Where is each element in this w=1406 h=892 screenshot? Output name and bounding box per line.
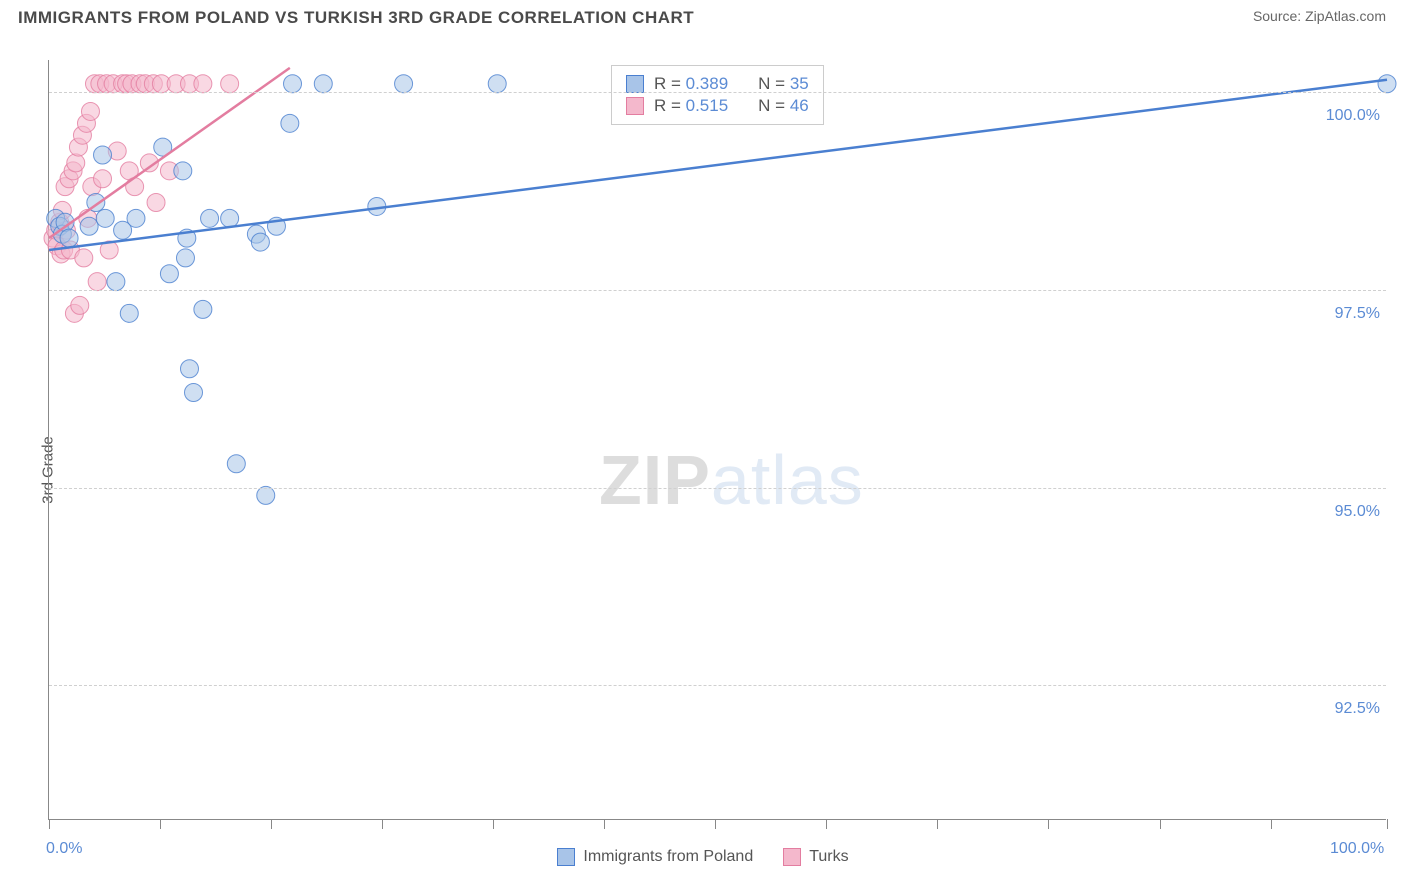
legend-swatch xyxy=(783,848,801,866)
scatter-point xyxy=(107,273,125,291)
x-tick xyxy=(271,819,272,829)
x-tick xyxy=(826,819,827,829)
scatter-point xyxy=(160,265,178,283)
chart-container: 3rd Grade ZIPatlas R = 0.389N = 35R = 0.… xyxy=(0,48,1406,892)
scatter-point xyxy=(488,75,506,93)
x-tick xyxy=(1387,819,1388,829)
scatter-point xyxy=(194,300,212,318)
source-label: Source: ZipAtlas.com xyxy=(1253,8,1386,24)
correlation-legend: R = 0.389N = 35R = 0.515N = 46 xyxy=(611,65,824,125)
scatter-point xyxy=(221,209,239,227)
legend-n-label: N = 46 xyxy=(758,96,809,116)
scatter-point xyxy=(1378,75,1396,93)
scatter-point xyxy=(281,114,299,132)
gridline xyxy=(49,488,1386,489)
gridline xyxy=(49,685,1386,686)
legend-label: Turks xyxy=(809,848,848,866)
gridline xyxy=(49,92,1386,93)
y-tick-label: 95.0% xyxy=(1335,503,1380,521)
x-tick xyxy=(1271,819,1272,829)
scatter-point xyxy=(94,170,112,188)
legend-row: R = 0.515 N = 46 xyxy=(626,96,809,116)
scatter-point xyxy=(60,229,78,247)
y-tick-label: 92.5% xyxy=(1335,700,1380,718)
scatter-point xyxy=(96,209,114,227)
scatter-point xyxy=(147,194,165,212)
scatter-point xyxy=(180,360,198,378)
scatter-point xyxy=(126,178,144,196)
legend-swatch xyxy=(626,97,644,115)
x-tick xyxy=(160,819,161,829)
scatter-point xyxy=(251,233,269,251)
x-tick-end: 100.0% xyxy=(1330,840,1384,858)
scatter-point xyxy=(176,249,194,267)
x-tick xyxy=(604,819,605,829)
scatter-point xyxy=(221,75,239,93)
scatter-point xyxy=(67,154,85,172)
chart-title: IMMIGRANTS FROM POLAND VS TURKISH 3RD GR… xyxy=(18,8,694,28)
scatter-point xyxy=(314,75,332,93)
legend-swatch xyxy=(557,848,575,866)
scatter-point xyxy=(88,273,106,291)
x-tick xyxy=(1048,819,1049,829)
x-tick xyxy=(937,819,938,829)
scatter-point xyxy=(174,162,192,180)
x-tick xyxy=(49,819,50,829)
scatter-point xyxy=(257,486,275,504)
bottom-legend-item: Immigrants from Poland xyxy=(557,848,753,866)
scatter-point xyxy=(127,209,145,227)
scatter-point xyxy=(284,75,302,93)
scatter-point xyxy=(94,146,112,164)
bottom-legend-item: Turks xyxy=(783,848,848,866)
scatter-point xyxy=(71,296,89,314)
scatter-point xyxy=(81,102,99,120)
x-tick xyxy=(382,819,383,829)
scatter-point xyxy=(227,455,245,473)
scatter-point xyxy=(120,304,138,322)
scatter-point xyxy=(395,75,413,93)
scatter-point xyxy=(185,384,203,402)
legend-r-label: R = 0.515 xyxy=(654,96,728,116)
x-tick xyxy=(715,819,716,829)
gridline xyxy=(49,290,1386,291)
scatter-point xyxy=(194,75,212,93)
scatter-point xyxy=(201,209,219,227)
plot-area: ZIPatlas R = 0.389N = 35R = 0.515N = 46 … xyxy=(48,60,1386,820)
legend-label: Immigrants from Poland xyxy=(583,848,753,866)
y-tick-label: 100.0% xyxy=(1326,107,1380,125)
x-tick xyxy=(493,819,494,829)
x-tick xyxy=(1160,819,1161,829)
scatter-point xyxy=(80,217,98,235)
legend-swatch xyxy=(626,75,644,93)
scatter-point xyxy=(75,249,93,267)
bottom-legend: Immigrants from Poland Turks xyxy=(0,848,1406,866)
chart-svg xyxy=(49,60,1387,820)
y-tick-label: 97.5% xyxy=(1335,305,1380,323)
x-tick-start: 0.0% xyxy=(46,840,82,858)
